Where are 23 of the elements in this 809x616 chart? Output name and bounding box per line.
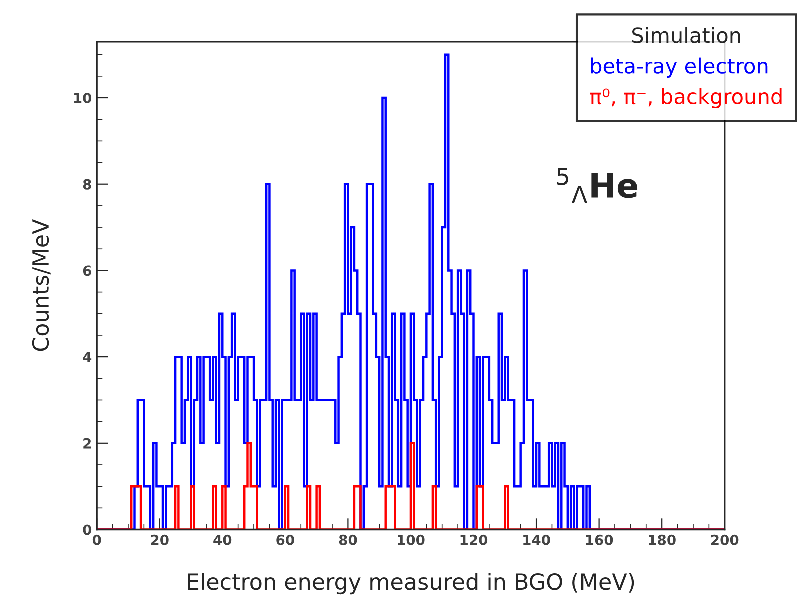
x-tick-label: 0	[92, 534, 102, 546]
x-tick-label: 180	[649, 534, 676, 546]
y-tick-label: 6	[83, 266, 92, 276]
x-tick-label: 140	[524, 534, 550, 546]
x-tick-label: 120	[460, 534, 488, 546]
annotation: $^{5}$$_{Λ}$He	[557, 168, 638, 204]
x-tick-label: 100	[398, 534, 425, 546]
y-tick-label: 0	[83, 524, 92, 536]
y-axis-title: Counts/MeV	[32, 219, 51, 352]
x-tick-label: 60	[276, 534, 294, 546]
x-tick-label: 40	[214, 534, 232, 546]
x-axis-title: Electron energy measured in BGO (MeV)	[188, 573, 634, 595]
x-tick-label: 200	[711, 534, 739, 546]
y-tick-label: 4	[83, 352, 92, 362]
y-tick-label: 10	[74, 92, 92, 104]
x-tick-label: 20	[151, 534, 169, 546]
legend-title: Simulation	[632, 27, 740, 44]
y-tick-label: 8	[83, 179, 92, 190]
text: beta-ray electron	[591, 58, 768, 78]
text: π⁰, π⁻, background	[590, 88, 782, 109]
x-tick-label: 160	[586, 534, 614, 546]
y-tick-label: 2	[84, 438, 92, 449]
x-tick-label: 80	[339, 534, 358, 546]
